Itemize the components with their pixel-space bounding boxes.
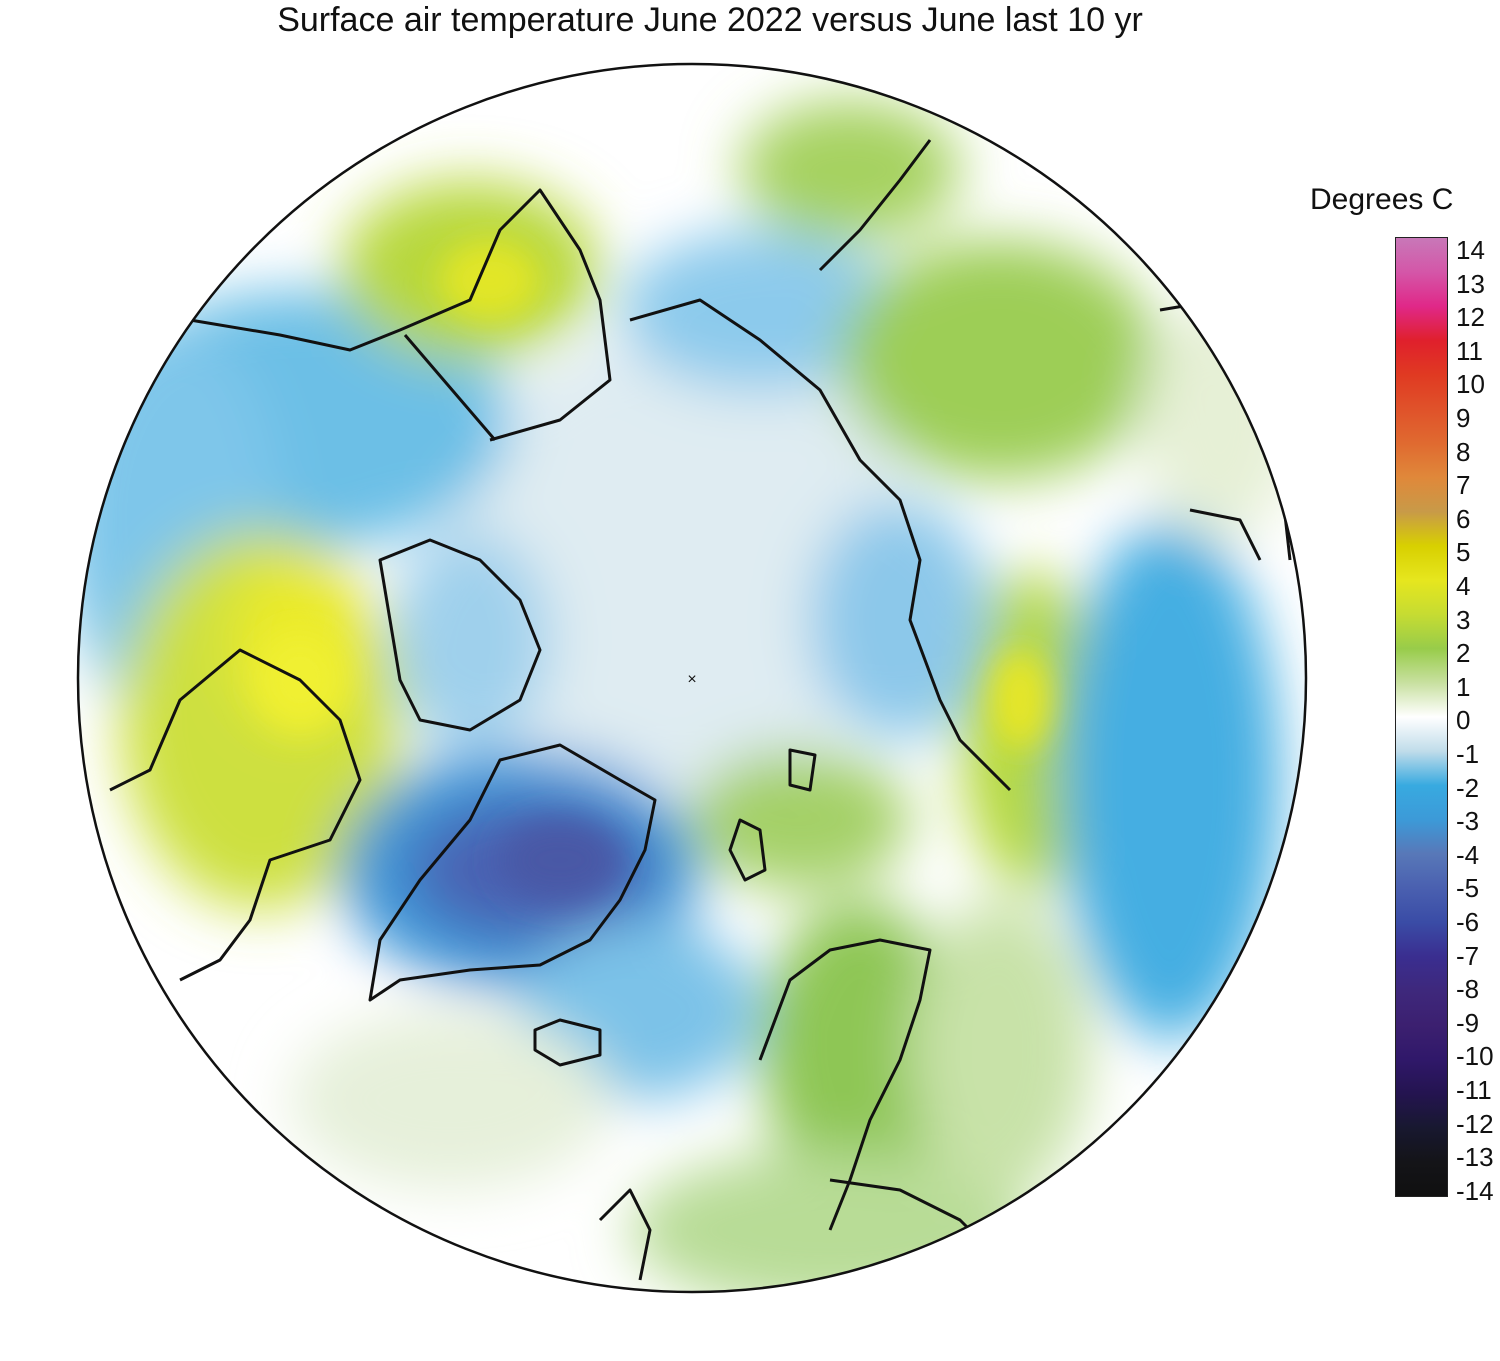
novaya-zemlya <box>728 818 767 882</box>
central-asia-anomaly <box>1060 520 1280 1040</box>
colorbar-tick-label: 7 <box>1456 470 1471 501</box>
colorbar-tick-label: 4 <box>1456 571 1471 601</box>
siberia-coast <box>629 298 1012 792</box>
caspian-coast <box>1189 508 1262 561</box>
colorbar-tick-label: -4 <box>1456 839 1480 870</box>
svalbard <box>788 748 817 792</box>
coastlines <box>109 139 1292 1281</box>
north-pole-marker: × <box>687 671 696 688</box>
baffin-anomaly <box>390 530 550 750</box>
colorbar-tick-label: 14 <box>1456 235 1485 265</box>
chukchi-anomaly <box>620 230 900 390</box>
colorbar-tick-label: -11 <box>1456 1075 1492 1105</box>
greenland-coast <box>368 743 657 1002</box>
colorbar-tick-label: 5 <box>1456 537 1471 568</box>
arctic-islands <box>378 538 542 732</box>
colorbar-tick-label: 1 <box>1456 671 1471 702</box>
colorbar-tick-label: 2 <box>1456 638 1471 669</box>
colorbar-tick-label: -1 <box>1456 739 1480 769</box>
siberia-east-anomaly <box>840 240 1160 480</box>
chart-title: Surface air temperature June 2022 versus… <box>277 1 1143 39</box>
colorbar-tick-label: 13 <box>1456 268 1485 299</box>
ob-anomaly <box>990 650 1050 750</box>
colorbar <box>1395 237 1448 1197</box>
colorbar-tick-label: 3 <box>1456 604 1471 635</box>
colorbar-tick-label: 6 <box>1456 503 1471 534</box>
border-alaska-canada <box>403 334 497 441</box>
legend-title: Degrees C <box>1310 183 1454 216</box>
colorbar-tick-label: -13 <box>1456 1142 1494 1173</box>
uk-coast <box>598 1188 652 1281</box>
far-east-anomaly <box>1140 300 1300 540</box>
kara-anomaly <box>810 500 990 740</box>
kamchatka-coast <box>818 139 932 272</box>
colorbar-tick-label: -3 <box>1456 806 1480 837</box>
colorbar-tick-label: -8 <box>1456 974 1480 1005</box>
iceland-coast <box>533 1018 602 1067</box>
alaska-coast <box>189 188 612 442</box>
yukon-anomaly <box>440 240 540 320</box>
atlantic-anomaly <box>290 1010 610 1190</box>
colorbar-tick-label: -5 <box>1456 873 1480 904</box>
colorbar-tick-label: 9 <box>1456 403 1471 433</box>
barents-anomaly <box>690 750 910 890</box>
siberia-ne-anomaly <box>740 100 960 240</box>
colorbar-tick-label: -12 <box>1456 1108 1494 1139</box>
colorbar-tick-label: -10 <box>1456 1041 1494 1072</box>
canada-coast <box>109 648 362 982</box>
russia-south-anomaly <box>910 900 1090 1200</box>
colorbar-tick-label: -9 <box>1456 1007 1480 1038</box>
greenland-deep-anomaly <box>500 820 620 900</box>
colorbar-tick-label: -2 <box>1456 772 1480 803</box>
colorbar-tick-label: 0 <box>1456 705 1471 736</box>
map-border <box>76 62 1308 1294</box>
arctic-ocean-anomaly <box>440 330 920 790</box>
colorbar-tick-label: 12 <box>1456 302 1485 333</box>
scandinavia-coast <box>758 938 932 1231</box>
colorbar-tick-label: -14 <box>1456 1175 1494 1206</box>
colorbar-tick-label: 8 <box>1456 436 1471 467</box>
colorbar-tick-label: 10 <box>1456 369 1485 400</box>
scandinavia-anomaly <box>760 900 960 1200</box>
colorbar-tick-label: 11 <box>1456 335 1483 366</box>
colorbar-tick-label: -6 <box>1456 907 1480 937</box>
colorbar-tick-label: -7 <box>1456 940 1480 971</box>
